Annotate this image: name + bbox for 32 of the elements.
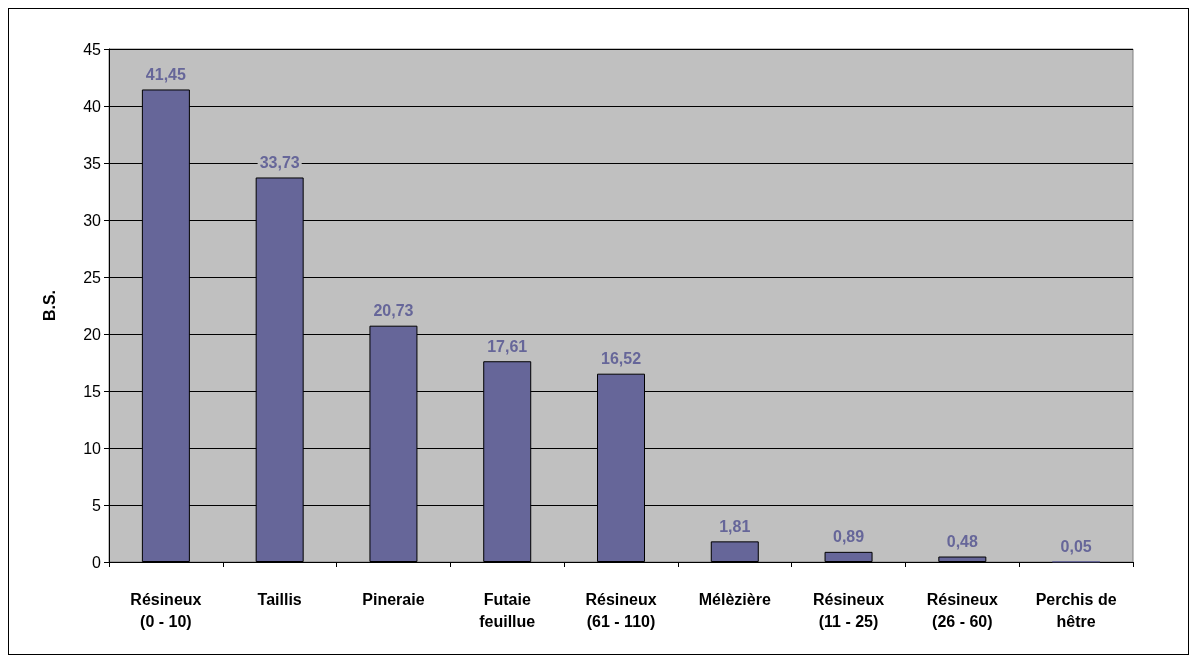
x-tick-label: Futaie feuillue [479, 590, 536, 630]
x-tick-label: Perchis de hêtre [1035, 590, 1117, 630]
x-tick-label: Taillis [257, 590, 302, 608]
data-label: 20,73 [373, 302, 414, 320]
x-tick-label: Mélèzière [698, 590, 771, 608]
y-tick-label: 40 [83, 97, 102, 115]
bar [710, 541, 759, 562]
bar [824, 551, 873, 562]
x-tick-label: Résineux (26 - 60) [926, 590, 999, 630]
x-tick-label: Résineux (11 - 25) [812, 590, 885, 630]
y-tick-label: 30 [83, 211, 102, 229]
x-tick-label: Résineux (0 - 10) [130, 590, 202, 630]
data-label: 0,48 [946, 533, 979, 551]
data-label: 1,81 [719, 517, 751, 535]
y-tick-label: 35 [83, 154, 102, 172]
y-tick-label: 25 [83, 268, 102, 286]
y-tick-label: 10 [83, 439, 102, 457]
data-label: 41,45 [145, 65, 187, 83]
bar [938, 556, 987, 562]
data-label: 17,61 [487, 337, 528, 355]
y-tick-label: 20 [83, 325, 102, 343]
data-label: 16,52 [600, 350, 642, 368]
x-tick-label: Résineux (61 - 110) [585, 590, 657, 630]
y-tick-label: 45 [83, 40, 102, 58]
y-tick-label: 0 [92, 553, 102, 571]
y-tick-label: 5 [92, 496, 102, 514]
data-label: 0,89 [832, 528, 865, 546]
y-tick-label: 15 [83, 382, 102, 400]
data-label: 33,73 [259, 153, 300, 171]
y-axis-title: B.S. [40, 289, 58, 322]
x-tick-label: Pineraie [362, 590, 425, 608]
data-label: 0,05 [1060, 537, 1092, 555]
